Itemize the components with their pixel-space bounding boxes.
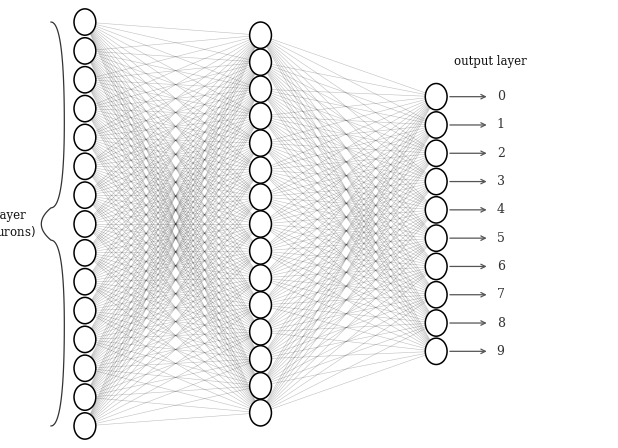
Ellipse shape bbox=[74, 67, 96, 93]
Text: 2: 2 bbox=[497, 147, 505, 160]
Ellipse shape bbox=[250, 319, 271, 345]
Ellipse shape bbox=[425, 338, 447, 365]
Ellipse shape bbox=[250, 157, 271, 183]
Ellipse shape bbox=[425, 310, 447, 336]
Ellipse shape bbox=[74, 268, 96, 295]
Ellipse shape bbox=[250, 400, 271, 426]
Text: 4: 4 bbox=[497, 203, 505, 216]
Ellipse shape bbox=[74, 211, 96, 237]
Text: input layer
$(784$ neurons$)$: input layer $(784$ neurons$)$ bbox=[0, 209, 36, 239]
Ellipse shape bbox=[425, 197, 447, 223]
Ellipse shape bbox=[74, 124, 96, 151]
Ellipse shape bbox=[74, 9, 96, 35]
Ellipse shape bbox=[74, 384, 96, 410]
Ellipse shape bbox=[425, 140, 447, 167]
Text: 7: 7 bbox=[497, 288, 505, 301]
Ellipse shape bbox=[74, 413, 96, 439]
Text: 1: 1 bbox=[497, 118, 505, 131]
Ellipse shape bbox=[74, 38, 96, 64]
Ellipse shape bbox=[74, 240, 96, 266]
Ellipse shape bbox=[250, 292, 271, 318]
Ellipse shape bbox=[250, 184, 271, 210]
Ellipse shape bbox=[74, 95, 96, 122]
Ellipse shape bbox=[74, 153, 96, 180]
Ellipse shape bbox=[425, 83, 447, 110]
Ellipse shape bbox=[425, 225, 447, 251]
Ellipse shape bbox=[425, 168, 447, 195]
Ellipse shape bbox=[425, 253, 447, 280]
Text: 8: 8 bbox=[497, 317, 505, 330]
Text: 9: 9 bbox=[497, 345, 505, 358]
Ellipse shape bbox=[425, 281, 447, 308]
Text: 0: 0 bbox=[497, 90, 505, 103]
Text: 3: 3 bbox=[497, 175, 505, 188]
Ellipse shape bbox=[250, 130, 271, 156]
Ellipse shape bbox=[250, 238, 271, 264]
Ellipse shape bbox=[250, 265, 271, 291]
Ellipse shape bbox=[74, 326, 96, 353]
Ellipse shape bbox=[250, 211, 271, 237]
Ellipse shape bbox=[74, 297, 96, 324]
Ellipse shape bbox=[74, 355, 96, 381]
Ellipse shape bbox=[250, 49, 271, 75]
Text: output layer: output layer bbox=[454, 55, 527, 68]
Ellipse shape bbox=[74, 182, 96, 208]
Ellipse shape bbox=[250, 346, 271, 372]
Text: 6: 6 bbox=[497, 260, 505, 273]
Ellipse shape bbox=[250, 76, 271, 102]
Ellipse shape bbox=[250, 103, 271, 129]
Text: 5: 5 bbox=[497, 232, 505, 245]
Ellipse shape bbox=[250, 373, 271, 399]
Ellipse shape bbox=[425, 112, 447, 138]
Ellipse shape bbox=[250, 22, 271, 48]
